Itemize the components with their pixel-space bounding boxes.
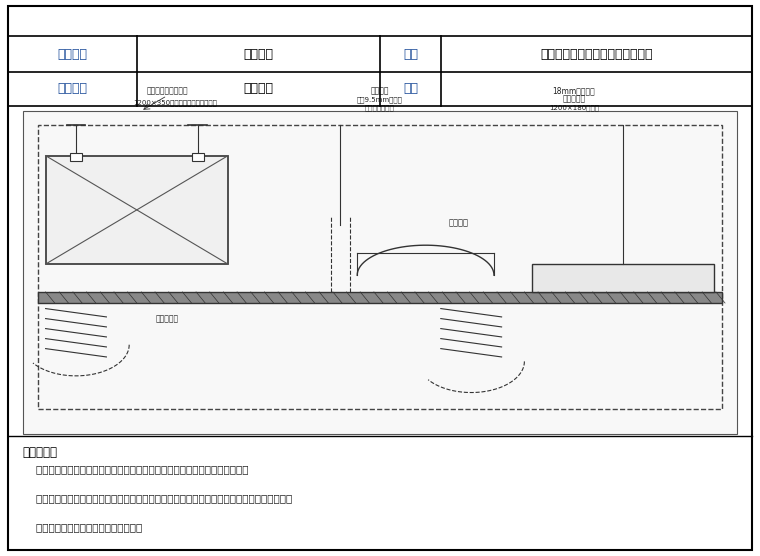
- Bar: [192, 153, 204, 161]
- Text: 检修口下衬: 检修口下衬: [156, 314, 179, 323]
- Text: 双层9.5mm石膏板: 双层9.5mm石膏板: [357, 97, 403, 103]
- Text: 备注: 备注: [403, 82, 418, 96]
- Text: 空调: 空调: [131, 206, 143, 216]
- Text: 空调出回风百页的尺寸须根据机电安装单位风量计算，出回风口的间距需符合空调性能要求。: 空调出回风百页的尺寸须根据机电安装单位风量计算，出回风口的间距需符合空调性能要求…: [23, 493, 292, 503]
- Text: 1200×350空调回风口与检修口合一: 1200×350空调回风口与检修口合一: [133, 99, 217, 106]
- Bar: [70, 153, 82, 161]
- Text: 空调回风口、出风口、换气扇等处要求设置木边框，以便于风口及设施安装。: 空调回风口、出风口、换气扇等处要求设置木边框，以便于风口及设施安装。: [23, 464, 249, 474]
- Text: 项目名称: 项目名称: [57, 48, 87, 61]
- Bar: [38, 292, 722, 303]
- Text: 轻钢龙骨: 轻钢龙骨: [371, 87, 389, 96]
- Bar: [532, 264, 714, 292]
- Text: 18mm细木工板: 18mm细木工板: [553, 87, 595, 96]
- Text: 重点说明：: 重点说明：: [23, 446, 58, 459]
- Bar: [38, 125, 722, 409]
- Text: 空调风管: 空调风管: [448, 218, 468, 227]
- Bar: [8, 436, 752, 550]
- Text: 室内吊顶: 室内吊顶: [243, 82, 274, 96]
- Text: 螺栓钉固定: 螺栓钉固定: [562, 95, 585, 103]
- Text: 名称: 名称: [403, 48, 418, 61]
- Bar: [23, 111, 737, 434]
- Text: 轨槽省（局钉固定）: 轨槽省（局钉固定）: [147, 87, 188, 96]
- Text: 空调封口安装示意图（底出底回）: 空调封口安装示意图（底出底回）: [540, 48, 653, 61]
- Text: 表层内白胶滚涂: 表层内白胶滚涂: [365, 105, 395, 111]
- Text: 1200×180出风口: 1200×180出风口: [549, 105, 599, 111]
- Bar: [46, 156, 228, 264]
- Text: 项棚工程: 项棚工程: [243, 48, 274, 61]
- Text: 适用范围: 适用范围: [57, 82, 87, 96]
- Text: 空调回风口应加长与检修口二合为一。: 空调回风口应加长与检修口二合为一。: [23, 522, 142, 532]
